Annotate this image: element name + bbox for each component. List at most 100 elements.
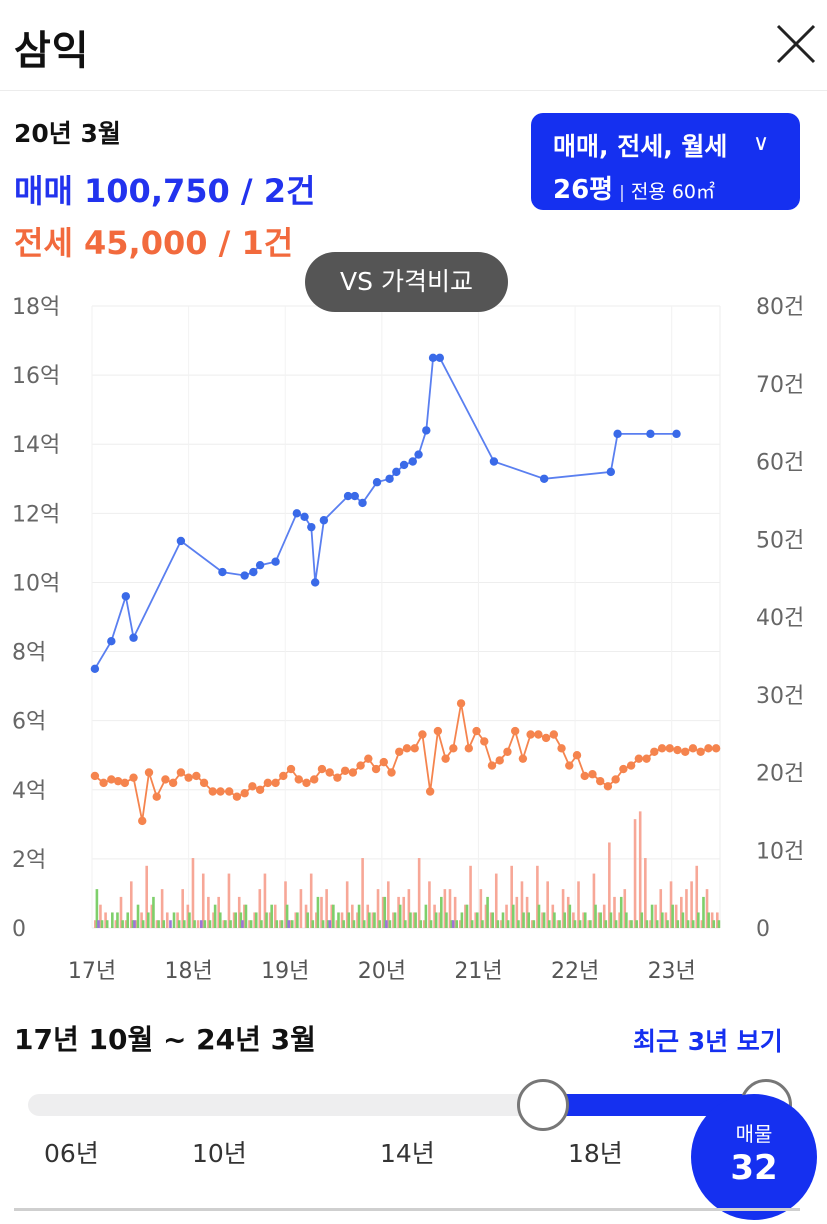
volume-bar — [707, 912, 710, 928]
volume-bar — [316, 896, 320, 928]
volume-bar — [140, 912, 143, 928]
volume-bar — [241, 920, 244, 928]
volume-bar — [440, 896, 443, 928]
volume-bar — [700, 920, 704, 928]
volume-bar — [536, 865, 539, 928]
jeonse-point — [534, 730, 543, 739]
jeonse-point — [340, 766, 350, 775]
volume-bar — [681, 912, 685, 928]
volume-bar — [445, 912, 448, 928]
trade-point — [358, 498, 367, 508]
range-slider-start-handle[interactable] — [517, 1079, 569, 1131]
y-left-tick-label: 4억 — [12, 779, 46, 804]
volume-bar — [542, 912, 546, 928]
volume-bar — [424, 904, 428, 928]
deal-filter-button[interactable]: 매매, 전세, 월세 ∨ 26평 | 전용 60㎡ — [531, 113, 800, 210]
jeonse-point — [325, 768, 334, 777]
volume-bar — [227, 873, 231, 928]
volume-bar — [188, 912, 191, 928]
volume-bar — [676, 920, 680, 928]
volume-bar — [429, 920, 433, 928]
volume-bar — [248, 920, 251, 928]
x-tick-label: 21년 — [454, 959, 502, 984]
trade-point — [343, 491, 353, 501]
volume-bar — [489, 912, 493, 928]
jeonse-point — [688, 744, 698, 753]
volume-bar — [351, 904, 354, 928]
volume-bar — [402, 896, 406, 928]
volume-bar — [285, 904, 289, 928]
jeonse-point — [611, 775, 620, 784]
volume-bar — [712, 920, 716, 928]
trade-point — [249, 567, 258, 577]
volume-bar — [592, 873, 596, 928]
trade-point — [399, 460, 409, 470]
trade-point — [428, 353, 438, 363]
volume-bar — [383, 896, 387, 928]
trade-point — [107, 636, 116, 646]
jeonse-point — [572, 751, 582, 760]
jeonse-point — [90, 771, 100, 781]
volume-bar — [594, 904, 597, 928]
jeonse-point — [192, 771, 201, 781]
volume-bar — [649, 920, 652, 928]
jeonse-point — [549, 730, 559, 739]
y-left-tick-label: 8억 — [12, 641, 46, 666]
volume-bar — [94, 920, 97, 928]
volume-bar — [532, 920, 536, 928]
volume-bar — [527, 912, 531, 928]
volume-bar — [193, 920, 196, 928]
volume-bar — [172, 912, 176, 928]
jeonse-point — [410, 744, 419, 753]
volume-bar — [116, 912, 119, 928]
volume-bar — [237, 896, 241, 928]
jeonse-point — [673, 745, 682, 755]
volume-bar — [325, 889, 328, 928]
listing-count-badge[interactable]: 매물 32 — [691, 1094, 817, 1220]
jeonse-point — [240, 789, 249, 798]
volume-bar — [326, 920, 330, 928]
close-icon[interactable] — [772, 20, 820, 68]
trade-point — [372, 478, 382, 487]
volume-bar — [705, 889, 709, 928]
volume-bar — [376, 889, 380, 928]
trade-point — [218, 567, 227, 577]
volume-bar — [438, 912, 442, 928]
jeonse-point — [665, 744, 674, 753]
volume-bar — [111, 912, 114, 928]
jeonse-point — [526, 730, 535, 739]
volume-bar — [136, 904, 140, 928]
volume-bar — [414, 912, 417, 928]
volume-bar — [332, 904, 335, 928]
volume-bar — [182, 920, 186, 928]
volume-bar — [378, 920, 381, 928]
volume-bar — [268, 912, 272, 928]
volume-bar — [126, 912, 130, 928]
recent-3-years-link[interactable]: 최근 3년 보기 — [633, 1027, 783, 1056]
compare-price-button[interactable]: VS 가격비교 — [305, 252, 508, 312]
jeonse-point — [263, 778, 273, 788]
x-tick-label: 22년 — [551, 959, 599, 984]
jeonse-point — [657, 744, 667, 753]
jeonse-summary: 전세 45,000 / 1건 — [14, 224, 294, 262]
jeonse-point — [224, 787, 234, 796]
jeonse-point — [541, 733, 551, 743]
volume-bar — [398, 904, 402, 928]
jeonse-point — [279, 771, 288, 781]
jeonse-point — [317, 764, 327, 774]
volume-bar — [392, 912, 395, 928]
volume-bar — [208, 920, 212, 928]
volume-bar — [664, 912, 668, 928]
volume-bar — [119, 896, 123, 928]
trade-point — [672, 429, 681, 439]
volume-bar — [321, 920, 325, 928]
jeonse-point — [634, 754, 644, 763]
volume-bar — [388, 920, 392, 928]
volume-bar — [275, 920, 279, 928]
volume-bar — [460, 912, 464, 928]
trade-point — [271, 557, 280, 566]
volume-bar — [381, 896, 385, 928]
volume-bar — [280, 920, 284, 928]
volume-bar — [655, 920, 659, 928]
volume-bar — [147, 912, 150, 928]
